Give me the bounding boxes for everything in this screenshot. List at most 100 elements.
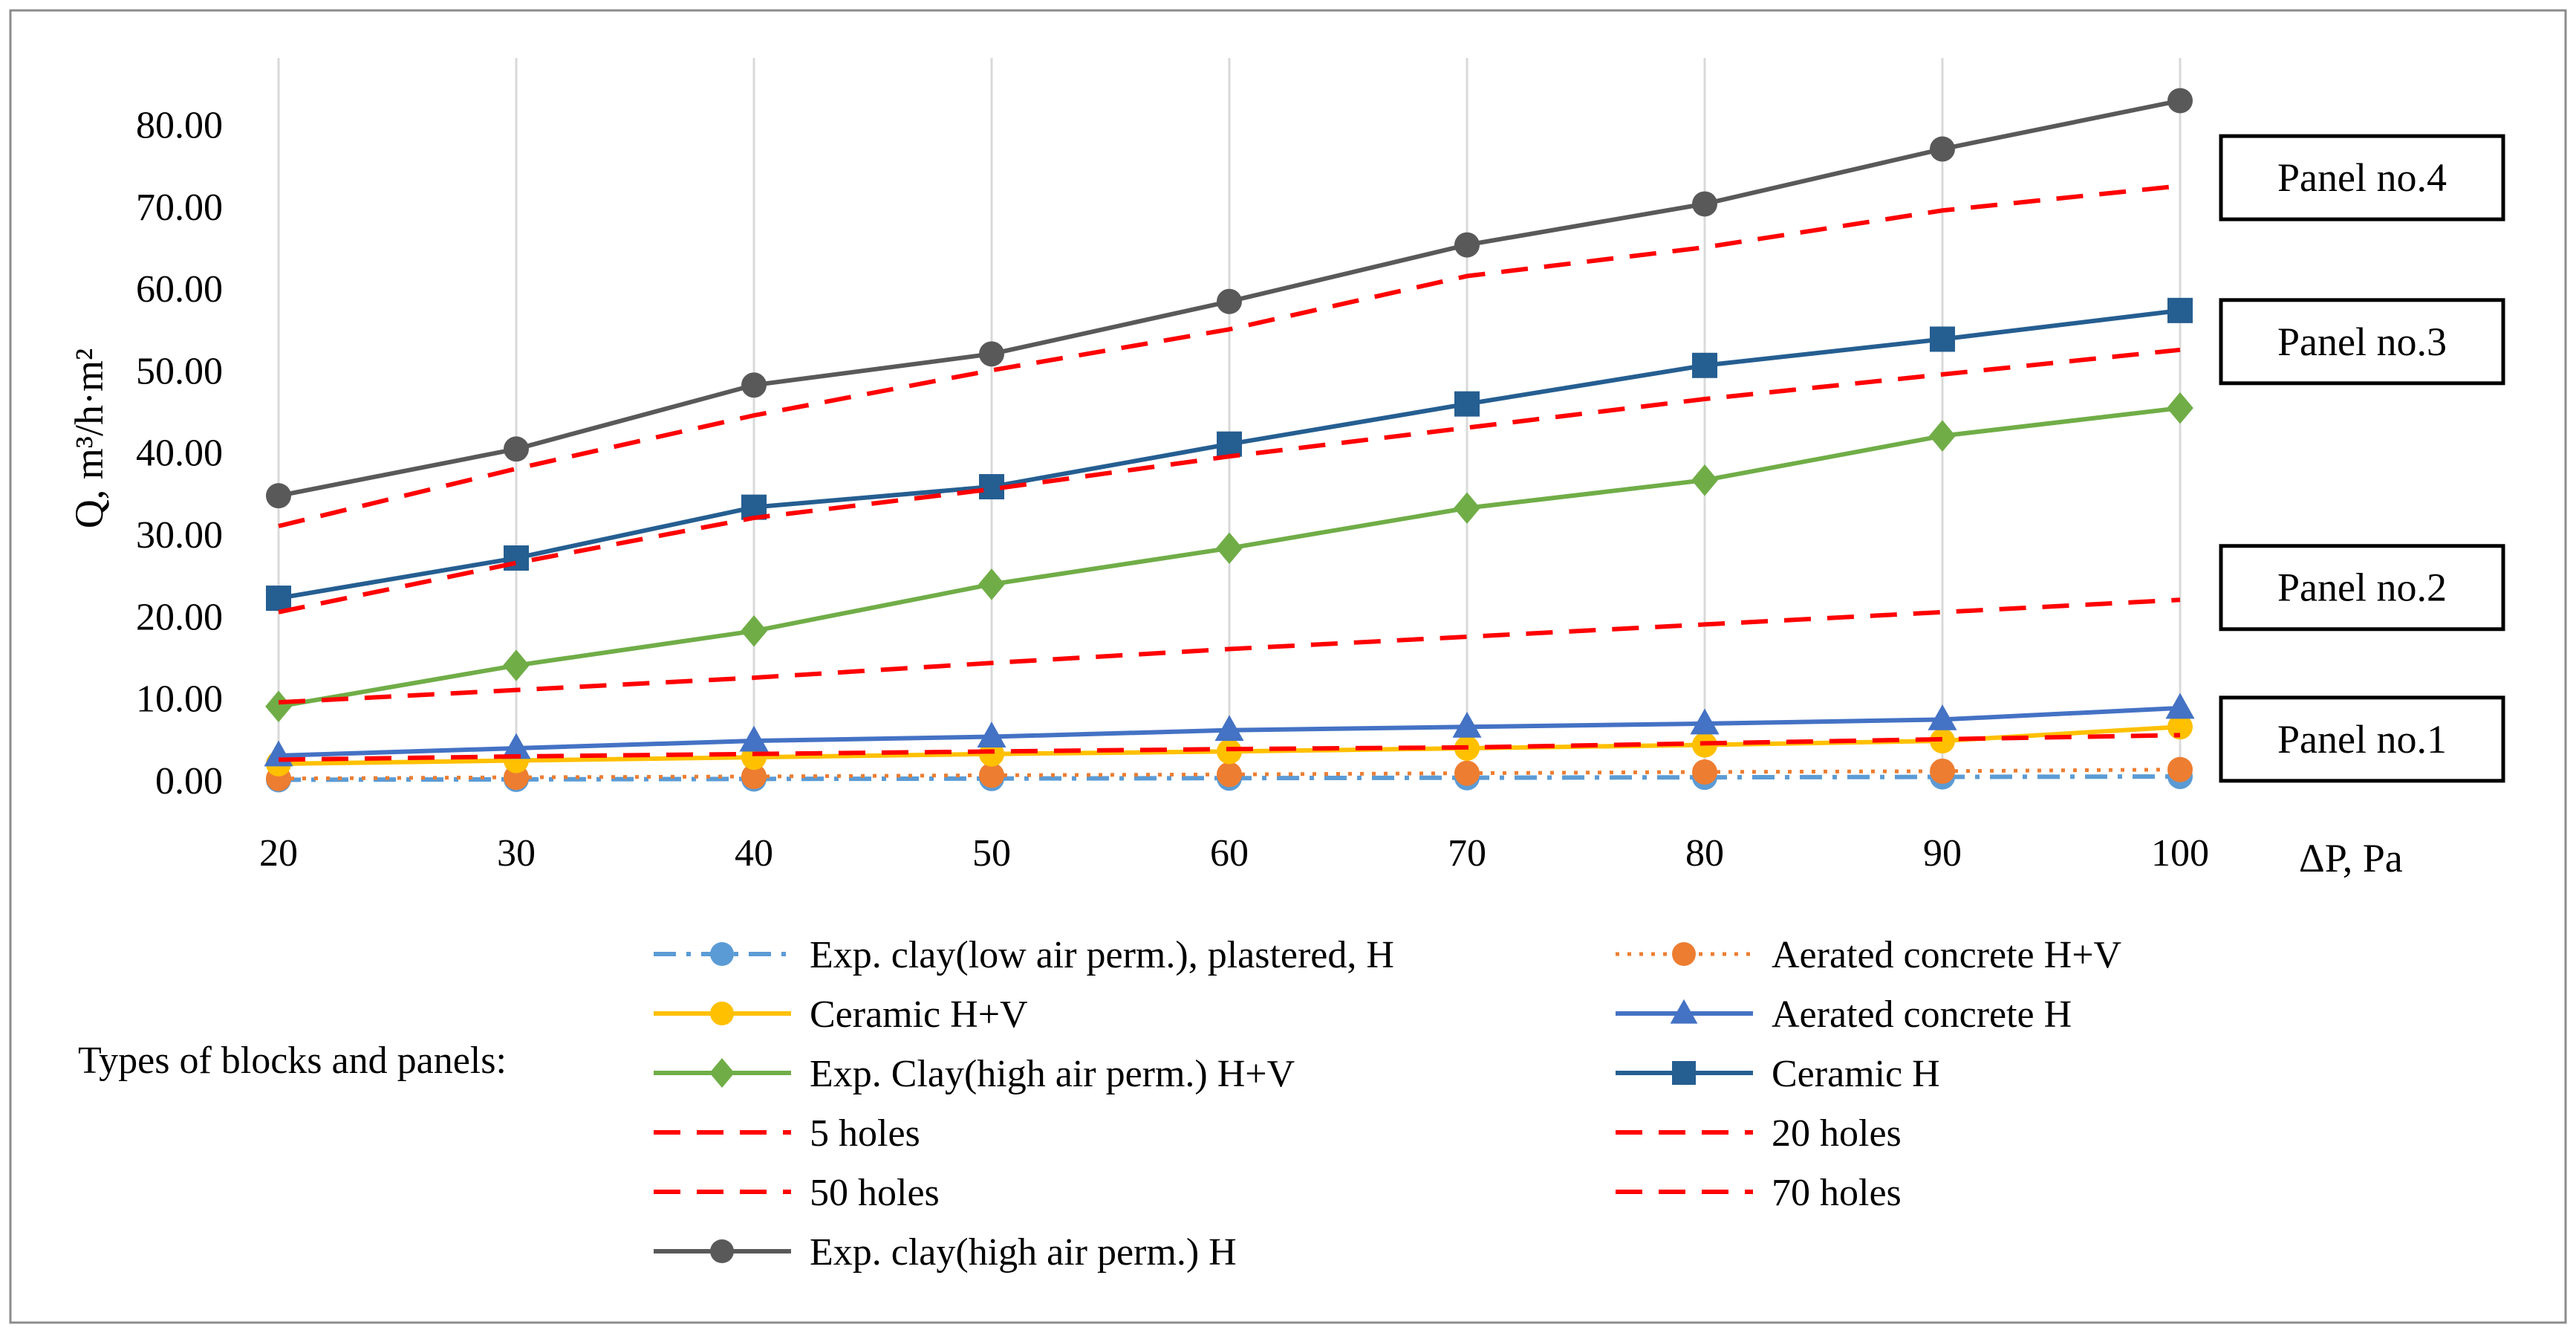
legend-entry-5: Ceramic H	[1616, 1053, 1940, 1095]
series-line	[278, 597, 2181, 705]
legend-swatch-marker	[1672, 1061, 1696, 1085]
series-lines	[264, 88, 2195, 793]
panel-label-2: Panel no.3	[2277, 320, 2447, 364]
data-point	[501, 733, 531, 759]
data-point	[1692, 759, 1717, 785]
y-tick-label: 0.00	[155, 760, 223, 802]
data-point	[979, 341, 1004, 367]
x-tick-label: 80	[1685, 832, 1724, 875]
legend-label: Aerated concrete H+V	[1772, 934, 2121, 976]
legend-label: Aerated concrete H	[1772, 993, 2072, 1036]
x-tick-label: 40	[735, 832, 773, 875]
y-tick-label: 80.00	[136, 104, 223, 146]
x-tick-label: 90	[1923, 832, 1962, 875]
panel-label-3: Panel no.2	[2277, 565, 2447, 610]
legend-entry-3: Aerated concrete H	[1616, 993, 2072, 1036]
x-tick-label: 70	[1448, 832, 1486, 875]
y-axis-label: Q, m³/h·m²	[67, 348, 111, 528]
series-4	[265, 392, 2193, 722]
data-point	[1217, 431, 1242, 457]
panel-annotations: Panel no.4 Panel no.3 Panel no.2 Panel no.1	[2219, 134, 2505, 783]
legend-label: Ceramic H	[1772, 1053, 1940, 1095]
legend-label: Exp. Clay(high air perm.) H+V	[810, 1053, 1295, 1095]
legend-entry-8: 50 holes	[654, 1172, 940, 1214]
legend-entry-6: 5 holes	[654, 1112, 920, 1155]
data-point	[1454, 492, 1480, 524]
legend-entry-0: Exp. clay(low air perm.), plastered, H	[654, 934, 1394, 976]
panel-box-1	[2219, 134, 2505, 221]
data-point	[978, 568, 1005, 600]
x-axis-label: ΔP, Pa	[2299, 836, 2403, 880]
series-5	[266, 297, 2193, 612]
axis-titles: ΔP, Pa Q, m³/h·m²	[67, 348, 2403, 880]
legend-swatch-marker	[710, 1239, 734, 1263]
data-point	[1930, 326, 1955, 352]
data-point	[1929, 420, 1956, 452]
data-point	[741, 764, 767, 790]
data-point	[2167, 714, 2193, 740]
data-point	[739, 725, 769, 752]
legend-swatch-marker	[709, 1058, 735, 1088]
y-tick-label: 30.00	[136, 514, 223, 557]
y-tick-label: 70.00	[136, 187, 223, 229]
legend-swatch-marker	[1672, 942, 1696, 966]
legend-entry-4: Exp. Clay(high air perm.) H+V	[654, 1053, 1295, 1095]
data-point	[1452, 711, 1482, 738]
legend: Types of blocks and panels: Exp. clay(lo…	[78, 934, 2121, 1274]
series-3	[264, 693, 2195, 767]
legend-label: 50 holes	[810, 1172, 940, 1214]
series-8	[278, 347, 2181, 614]
data-point	[1217, 288, 1242, 314]
series-9	[278, 184, 2181, 528]
x-tick-label: 30	[497, 832, 536, 875]
y-tick-label: 20.00	[136, 596, 223, 638]
x-tick-label: 100	[2151, 832, 2209, 875]
x-tick-label: 60	[1210, 832, 1249, 875]
legend-label: Exp. clay(high air perm.) H	[810, 1231, 1237, 1274]
data-point	[1454, 760, 1480, 786]
legend-label: 70 holes	[1772, 1172, 1902, 1214]
legend-entry-1: Aerated concrete H+V	[1616, 934, 2121, 976]
legend-label: 5 holes	[810, 1112, 920, 1155]
series-line	[278, 733, 2181, 762]
data-point	[266, 586, 291, 612]
legend-swatch-marker	[710, 942, 734, 966]
data-point	[741, 372, 767, 398]
data-point	[1214, 715, 1244, 742]
data-point	[1217, 739, 1242, 765]
data-point	[503, 649, 530, 681]
data-point	[1454, 391, 1480, 417]
legend-swatch-marker	[1670, 999, 1698, 1024]
panel-box-2	[2219, 298, 2505, 386]
legend-entry-9: 70 holes	[1616, 1172, 1902, 1214]
panel-box-3	[2219, 544, 2505, 632]
data-point	[977, 721, 1006, 747]
legend-label: 20 holes	[1772, 1112, 1902, 1155]
series-line	[278, 347, 2181, 614]
data-point	[1692, 352, 1717, 378]
axis-ticks: 20 30 40 50 60 70 80 90 100 0.00 10.00 20.00 30.00 40…	[136, 104, 2209, 875]
data-point	[2167, 392, 2193, 424]
y-tick-label: 40.00	[136, 432, 223, 475]
data-point	[1217, 762, 1242, 788]
data-point	[1692, 191, 1717, 217]
series-10	[266, 88, 2193, 509]
data-point	[1690, 708, 1720, 735]
legend-title: Types of blocks and panels:	[78, 1040, 507, 1082]
series-7	[278, 597, 2181, 705]
data-point	[1454, 232, 1480, 258]
y-tick-label: 50.00	[136, 350, 223, 392]
series-6	[278, 733, 2181, 762]
panel-label-1: Panel no.4	[2277, 155, 2447, 200]
data-point	[1930, 758, 1955, 784]
data-point	[2167, 297, 2193, 323]
y-tick-label: 10.00	[136, 678, 223, 721]
chart-frame	[9, 9, 2567, 1324]
data-point	[741, 614, 767, 647]
data-point	[2167, 756, 2193, 782]
legend-entry-2: Ceramic H+V	[654, 993, 1028, 1036]
data-point	[504, 436, 529, 462]
legend-label: Exp. clay(low air perm.), plastered, H	[810, 934, 1394, 976]
data-point	[1216, 532, 1243, 565]
